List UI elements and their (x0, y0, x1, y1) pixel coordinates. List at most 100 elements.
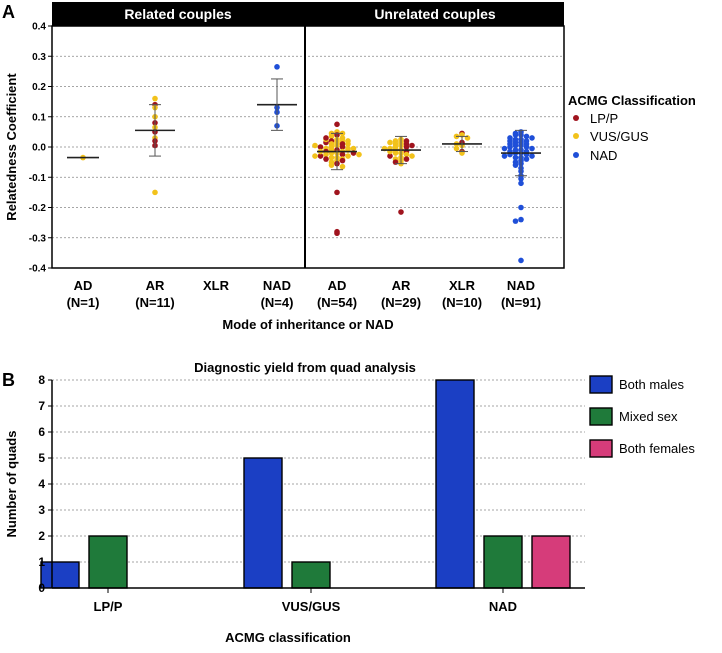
legend-a-nad-marker (573, 152, 579, 158)
panel-b-ytick-label: 2 (38, 529, 45, 543)
panel-b-ytick-label: 0 (38, 581, 45, 595)
data-point (345, 138, 351, 144)
data-point (317, 153, 324, 159)
panel-a-ytick-label: 0.0 (32, 143, 46, 154)
bar (435, 379, 475, 589)
data-point (334, 121, 340, 128)
panel-a-ytick-label: 0.2 (32, 82, 46, 93)
data-point (274, 64, 280, 70)
data-point (350, 145, 357, 152)
data-point (453, 145, 460, 152)
data-point (328, 154, 335, 161)
data-point (507, 144, 513, 150)
bar (483, 535, 523, 589)
data-point (339, 151, 346, 158)
data-point (328, 162, 335, 168)
panel-b-ytick-label: 8 (38, 373, 45, 387)
data-point (312, 142, 318, 149)
legend-b-label: Both males (619, 377, 685, 392)
bar (531, 535, 571, 589)
data-point (409, 153, 415, 159)
panel-a-group-n: (N=29) (381, 295, 421, 310)
legend-b-swatch (589, 407, 613, 426)
data-point (523, 156, 530, 162)
header-unrelated-bg (306, 2, 564, 26)
data-point (339, 163, 346, 170)
panel-b-ytick-label: 4 (38, 477, 45, 491)
data-point (518, 180, 524, 187)
data-point (387, 153, 393, 159)
data-point (512, 132, 519, 138)
data-point (323, 135, 329, 141)
panel-a-group-n: (N=1) (67, 295, 100, 310)
panel-b-letter: B (2, 370, 15, 390)
panel-a-group-n: (N=4) (261, 295, 294, 310)
legend-a-vus-label: VUS/GUS (590, 129, 649, 144)
panel-b-ylabel: Number of quads (4, 431, 19, 538)
panel-b-ytick-label: 3 (38, 503, 45, 517)
data-point (409, 142, 415, 149)
legend-a-vus-marker (573, 133, 579, 139)
data-point (512, 142, 519, 149)
panel-a-points (67, 64, 541, 264)
data-point (323, 151, 329, 158)
panel-b-ytick-label: 7 (38, 399, 45, 413)
panel-a-ytick-label: 0.3 (32, 52, 46, 63)
data-point (152, 95, 158, 102)
panel-a-y-axis: 0.4 0.3 0.2 0.1 0.0 -0.1 -0.2 -0.3 -0.4 (29, 22, 52, 275)
panel-b-ytick-label: 1 (38, 555, 45, 569)
panel-b-axes: 0 1 2 3 4 5 6 7 8 LP/P VUS/GUS NAD (38, 373, 585, 614)
panel-a-ytick-label: -0.1 (29, 173, 47, 184)
panel-a-group-label: AR (392, 278, 411, 293)
panel-a-xlabel: Mode of inheritance or NAD (222, 317, 393, 332)
data-point (328, 133, 335, 140)
data-point (529, 135, 535, 141)
header-unrelated-title: Unrelated couples (374, 6, 496, 22)
panel-b-xlabel: ACMG classification (225, 630, 351, 645)
panel-a-group-label: AD (328, 278, 347, 293)
data-point (403, 156, 410, 162)
panel-a-ytick-label: -0.2 (29, 203, 47, 214)
legend-b-swatch (589, 439, 613, 458)
panel-a-group-n: (N=54) (317, 295, 357, 310)
panel-b-category-label: VUS/GUS (282, 599, 341, 614)
panel-a-group-label: XLR (203, 278, 230, 293)
data-point (323, 156, 329, 162)
bar (88, 535, 128, 589)
data-point (339, 144, 346, 150)
data-point (403, 151, 410, 158)
panel-a-ylabel: Relatedness Coefficient (4, 73, 19, 221)
panel-a-group-label: NAD (507, 278, 535, 293)
data-point (518, 175, 524, 182)
data-point (512, 154, 519, 161)
data-point (339, 157, 346, 164)
panel-a-group-label: AD (74, 278, 93, 293)
panel-b-gridlines (52, 379, 585, 563)
data-point (523, 133, 530, 140)
data-point (398, 209, 404, 215)
legend-b-label: Both females (619, 441, 695, 456)
data-point (518, 257, 524, 264)
panel-a-x-axis: AD (N=1) AR (N=11) XLR NAD (N=4) AD (N=54) AR (N=2… (67, 278, 541, 310)
data-point (501, 153, 508, 159)
legend-b-swatch (589, 375, 613, 394)
legend-a-lpp-marker (573, 115, 579, 121)
data-point (529, 145, 535, 152)
panel-a-gridlines (52, 55, 564, 239)
data-point (152, 189, 158, 196)
legend-a-nad-label: NAD (590, 148, 617, 163)
data-point (501, 145, 508, 152)
data-point (403, 144, 410, 150)
bar (243, 457, 283, 589)
panel-b-title: Diagnostic yield from quad analysis (194, 360, 416, 375)
legend-b-label: Mixed sex (619, 409, 678, 424)
data-point (523, 144, 530, 150)
legend-a-title: ACMG Classification (568, 93, 696, 108)
bar (291, 561, 331, 589)
panel-b-legend: Both males Mixed sex Both females (589, 375, 695, 458)
panel-b-category-label: NAD (489, 599, 517, 614)
data-point (518, 216, 524, 223)
panel-a-letter: A (2, 2, 15, 22)
data-point (345, 153, 351, 159)
data-point (312, 153, 318, 159)
